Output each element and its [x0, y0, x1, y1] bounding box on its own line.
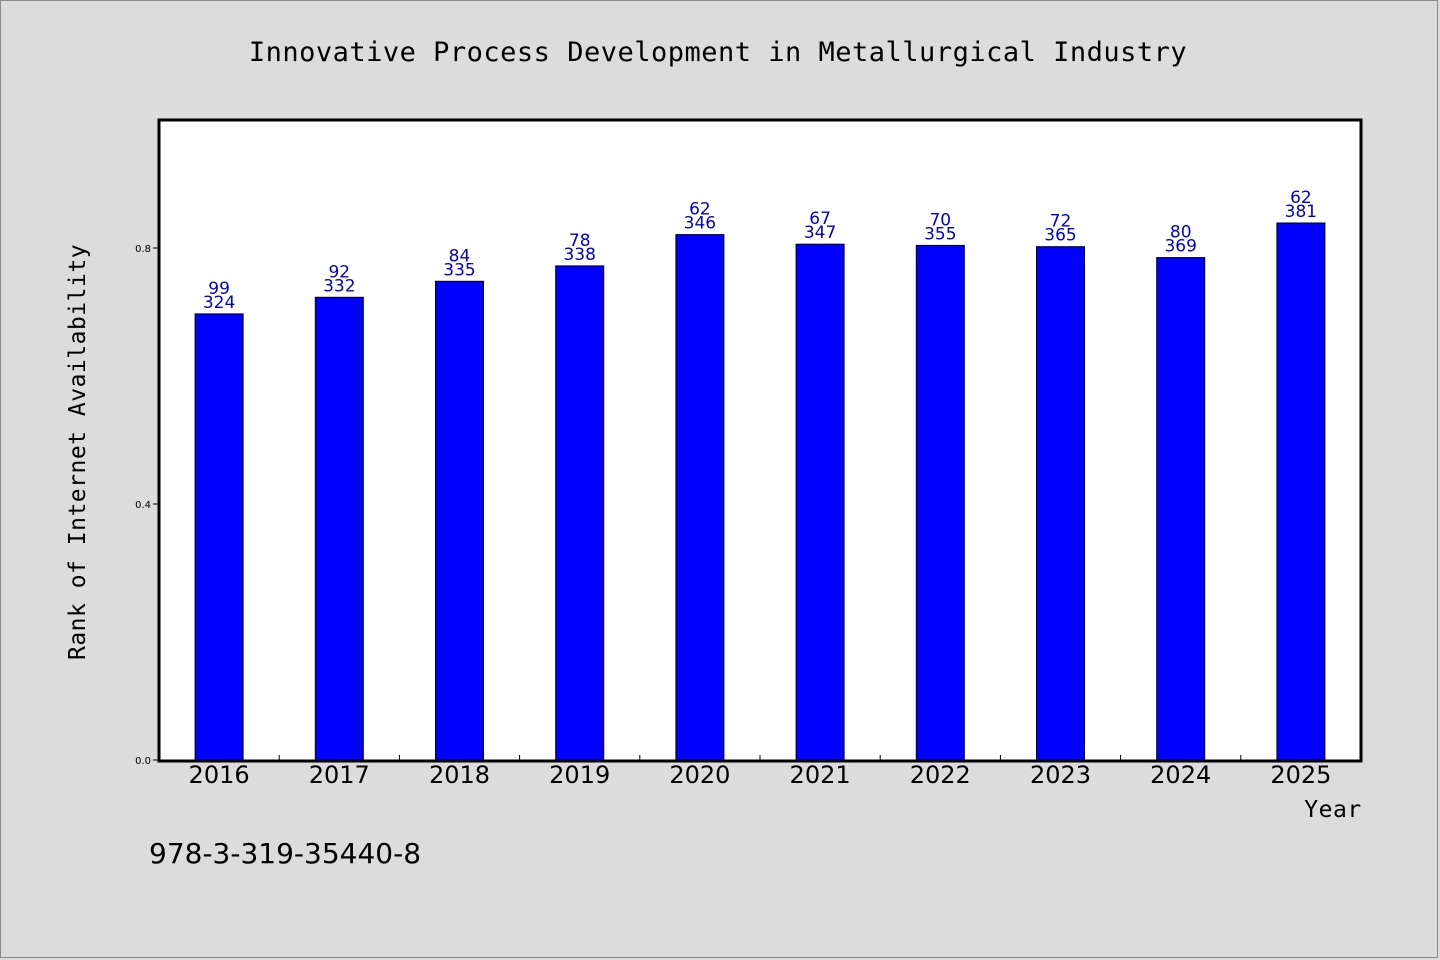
data-label-bottom-2019: 338 [563, 245, 595, 265]
x-tick-label-2018: 2018 [429, 761, 490, 789]
bar-2020 [675, 234, 725, 761]
data-label-bottom-2016: 324 [203, 293, 235, 313]
y-axis: 0.0 0.4 0.8 [135, 244, 159, 767]
x-tick-label-2017: 2017 [309, 761, 370, 789]
y-tick-label-0.4: 0.4 [135, 500, 151, 511]
x-tick-label-2020: 2020 [669, 761, 730, 789]
y-tick-label-0.8: 0.8 [135, 244, 151, 255]
y-axis-label: Rank of Internet Availability [65, 244, 91, 660]
data-label-top-2019: 78 [569, 231, 591, 251]
data-label-bottom-2018: 335 [443, 260, 475, 280]
x-tick-label-2025: 2025 [1270, 761, 1331, 789]
data-label-bottom-2021: 347 [804, 223, 836, 243]
x-tick-label-2021: 2021 [790, 761, 851, 789]
bar-2024 [1156, 257, 1206, 761]
data-label-top-2017: 92 [328, 262, 350, 282]
y-tick-label-0.0: 0.0 [135, 756, 151, 767]
x-tick-label-2023: 2023 [1030, 761, 1091, 789]
data-label-bottom-2024: 369 [1164, 237, 1196, 257]
bar-2022 [915, 244, 965, 761]
x-tick-label-2019: 2019 [549, 761, 610, 789]
data-label-bottom-2023: 365 [1044, 226, 1076, 246]
bar-2025 [1276, 222, 1326, 761]
bar-2021 [795, 243, 845, 761]
x-tick-label-2024: 2024 [1150, 761, 1211, 789]
x-axis: 2016 2017 2018 2019 2020 2021 2022 2023 2024 2025 [189, 755, 1331, 789]
bar-2019 [555, 265, 605, 761]
x-axis-label: Year [1304, 797, 1361, 823]
chart-title: Innovative Process Development in Metall… [249, 37, 1187, 68]
data-label-bottom-2025: 381 [1285, 202, 1317, 222]
isbn-text: 978-3-319-35440-8 [149, 837, 421, 870]
x-tick-label-2016: 2016 [189, 761, 250, 789]
data-label-top-2021: 67 [809, 209, 831, 229]
bar-2023 [1036, 246, 1085, 761]
data-label-top-2024: 80 [1170, 223, 1192, 243]
data-label-top-2020: 62 [689, 200, 711, 220]
bar-2018 [435, 280, 484, 761]
x-tick-label-2022: 2022 [910, 761, 971, 789]
bar-2017 [314, 296, 364, 761]
data-label-top-2016: 99 [208, 279, 230, 299]
data-label-bottom-2020: 346 [684, 214, 716, 234]
data-label-top-2023: 72 [1050, 212, 1072, 232]
data-label-top-2018: 84 [449, 246, 471, 266]
data-label-top-2022: 70 [929, 210, 951, 230]
bar-2016 [194, 313, 244, 761]
data-label-bottom-2022: 355 [924, 224, 956, 244]
data-label-bottom-2017: 332 [323, 276, 355, 296]
data-label-top-2025: 62 [1290, 188, 1312, 208]
